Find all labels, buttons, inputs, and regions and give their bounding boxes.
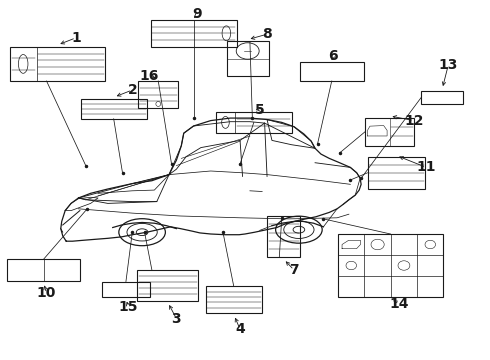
Bar	[151, 20, 237, 47]
Bar	[10, 47, 105, 81]
Bar	[338, 234, 443, 297]
Text: 6: 6	[328, 49, 338, 63]
Bar	[138, 81, 178, 108]
Text: 8: 8	[262, 27, 272, 41]
Text: 13: 13	[439, 58, 458, 72]
Text: 4: 4	[235, 323, 245, 336]
Bar	[137, 270, 198, 301]
Bar	[102, 282, 150, 297]
Bar	[365, 118, 414, 146]
Bar	[421, 91, 463, 104]
Text: 7: 7	[289, 263, 299, 277]
Text: 15: 15	[119, 300, 138, 314]
Bar	[7, 259, 80, 281]
Bar	[216, 112, 292, 133]
Bar	[206, 286, 262, 313]
Text: 10: 10	[37, 287, 56, 300]
Bar	[81, 99, 147, 119]
Text: 5: 5	[255, 103, 265, 117]
Text: 2: 2	[127, 83, 137, 97]
Text: 14: 14	[390, 297, 409, 311]
Bar	[368, 157, 425, 189]
Bar	[267, 216, 300, 257]
Text: 12: 12	[404, 114, 424, 127]
Text: 3: 3	[172, 312, 181, 325]
Text: 11: 11	[416, 161, 436, 174]
Bar	[300, 62, 364, 81]
Text: 1: 1	[71, 31, 81, 45]
Text: 16: 16	[140, 69, 159, 82]
Text: 9: 9	[193, 8, 202, 21]
Bar	[227, 41, 269, 76]
